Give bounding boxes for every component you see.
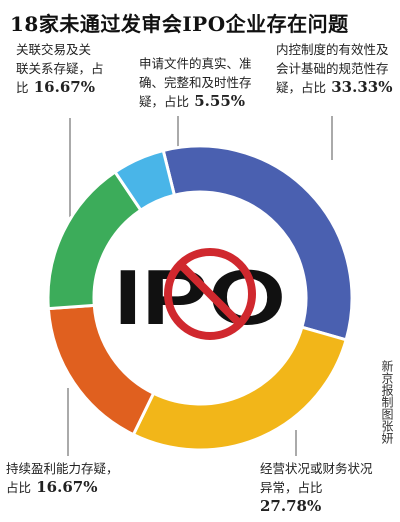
credit-text: 新京报制图张妍 [380,360,394,444]
callout-profitability: 持续盈利能力存疑， 占比 16.67% [6,459,166,497]
callout-value: 5.55% [189,92,246,110]
slice-disclosure [112,148,177,213]
callout-label-line: 占比 [6,480,32,495]
prohibited-sign-icon [164,248,256,340]
callout-label-line: 经营状况或财务状况 [260,461,373,476]
slice-operating [131,325,348,452]
callout-disclosure: 申请文件的真实、准 确、完整和及时性存 疑，占比 5.55% [139,54,264,111]
callout-label-line: 申请文件的真实、准 [139,56,252,71]
donut-slices [46,144,354,452]
callout-value: 16.67% [31,478,98,496]
center-logo: IPO [114,248,286,341]
callout-label-line: 比 [16,80,29,95]
callout-label-line: 联关系存疑，占 [16,61,104,76]
callout-label-line: 疑，占比 [139,94,190,109]
callout-value: 33.33% [326,78,393,96]
chart-title: 18家未通过发审会IPO企业存在问题 [10,12,349,36]
callout-label-line: 会计基础的规范性存 [276,61,389,76]
ipo-logo-text: IPO [114,253,286,341]
callout-label-line: 持续盈利能力存疑， [6,461,119,476]
callout-internal-control: 内控制度的有效性及 会计基础的规范性存 疑，占比 33.33% [276,40,396,97]
callout-label-line: 内控制度的有效性及 [276,42,389,57]
prohibited-sign-slash [177,261,243,327]
callout-value: 16.67% [28,78,95,96]
callout-label-line: 疑，占比 [276,80,327,95]
callout-value: 27.78% [260,497,322,515]
callout-label-line: 确、完整和及时性存 [139,75,252,90]
callout-operating: 经营状况或财务状况 异常，占比 27.78% [260,459,385,516]
callout-label-line: 关联交易及关 [16,42,92,57]
callout-related-party: 关联交易及关 联关系存疑，占比 16.67% [16,40,128,97]
callout-label-line: 异常，占比 [260,480,323,495]
slice-internal-control [161,144,354,342]
